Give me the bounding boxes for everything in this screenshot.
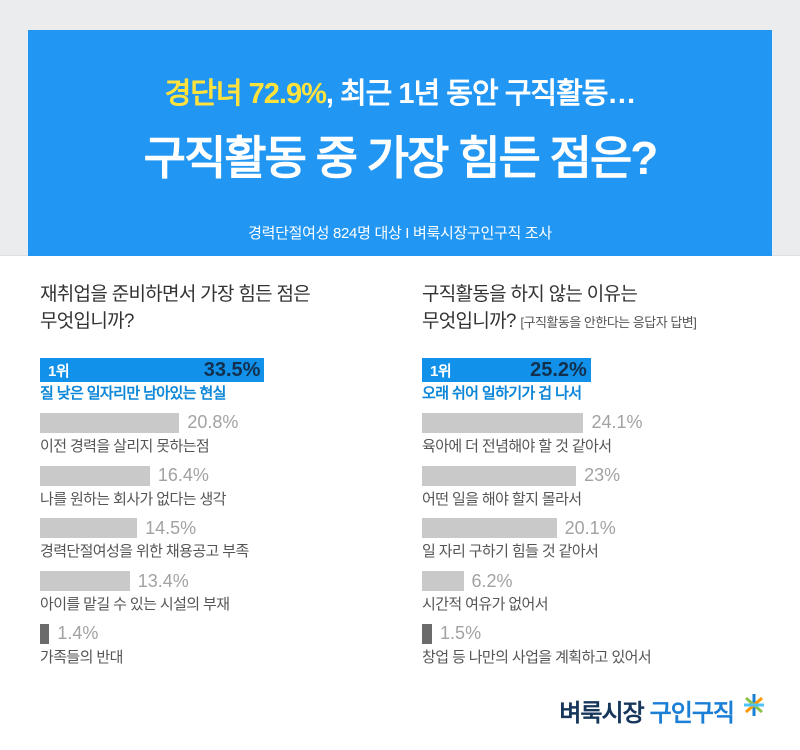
bar-label: 가족들의 반대	[40, 648, 123, 666]
bar-value: 33.5%	[203, 358, 261, 381]
logo-star-icon	[744, 694, 764, 716]
bar-value: 20.8%	[187, 412, 239, 433]
header-area: 경단녀 72.9%, 최근 1년 동안 구직활동… 구직활동 중 가장 힘든 점…	[0, 0, 800, 256]
question-right-line2: 무엇입니까?	[422, 310, 516, 332]
bar-label: 창업 등 나만의 사업을 계획하고 있어서	[422, 648, 652, 666]
bar-label: 어떤 일을 해야 할지 몰라서	[422, 490, 582, 508]
charts-area: 재취업을 준비하면서 가장 힘든 점은 무엇입니까? 1위 33.5% 질 낮은…	[0, 256, 800, 675]
rank-badge: 1위	[48, 362, 70, 380]
bar-label: 나를 원하는 회사가 없다는 생각	[40, 490, 226, 508]
chart-right: 구직활동을 하지 않는 이유는 무엇입니까? [구직활동을 안한다는 응답자 답…	[422, 282, 760, 675]
bar	[40, 465, 150, 486]
bar-label: 시간적 여유가 없어서	[422, 596, 549, 613]
bar-item: 16.4% 나를 원하는 회사가 없다는 생각	[40, 464, 378, 510]
bar-value: 25.2%	[530, 358, 587, 381]
bar-item: 20.8% 이전 경력을 살리지 못하는점	[40, 411, 378, 457]
page-title: 구직활동 중 가장 힘든 점은?	[143, 132, 659, 184]
bar-item: 23% 어떤 일을 해야 할지 몰라서	[422, 464, 760, 510]
bar-value: 13.4%	[137, 570, 189, 591]
bar-item: 1.5% 창업 등 나만의 사업을 계획하고 있어서	[422, 622, 760, 668]
question-right-note: [구직활동을 안한다는 응답자 답변]	[520, 314, 697, 330]
headline-highlight: 경단녀 72.9%	[164, 78, 327, 110]
bar-label: 일 자리 구하기 힘들 것 같아서	[422, 543, 599, 561]
bar	[40, 623, 50, 644]
question-right-line1: 구직활동을 하지 않는 이유는	[422, 284, 638, 305]
bar-item: 13.4% 아이를 맡길 수 있는 시설의 부재	[40, 569, 378, 615]
bar-item: 1위 25.2% 오래 쉬어 일하기가 겁 나서	[422, 358, 760, 404]
bar-rank1: 1위 33.5%	[40, 358, 265, 382]
bar-value: 20.1%	[564, 517, 616, 538]
question-title-left: 재취업을 준비하면서 가장 힘든 점은 무엇입니까?	[40, 282, 378, 338]
bar-value: 23%	[584, 465, 621, 485]
logo-brand: 벼룩시장	[559, 699, 644, 727]
bar-label: 이전 경력을 살리지 못하는점	[40, 437, 210, 455]
bar	[40, 518, 138, 539]
banner-subtitle: 경력단절여성 824명 대상 I 벼룩시장구인구직 조사	[248, 225, 552, 242]
bar	[422, 623, 433, 644]
headline-rest: , 최근 1년 동안 구직활동…	[325, 78, 637, 110]
bar-rank1: 1위 25.2%	[422, 358, 591, 382]
bar	[40, 571, 130, 591]
bar	[422, 571, 464, 591]
bar-item: 20.1% 일 자리 구하기 힘들 것 같아서	[422, 516, 760, 562]
banner: 경단녀 72.9%, 최근 1년 동안 구직활동… 구직활동 중 가장 힘든 점…	[28, 30, 772, 256]
question-title-right: 구직활동을 하지 않는 이유는 무엇입니까? [구직활동을 안한다는 응답자 답…	[422, 282, 760, 338]
bar	[40, 412, 180, 433]
bar-item: 1.4% 가족들의 반대	[40, 622, 378, 668]
bar-value: 6.2%	[471, 570, 513, 591]
bar-label: 질 낮은 일자리만 남아있는 현실	[40, 385, 226, 402]
bar-label: 오래 쉬어 일하기가 겁 나서	[422, 385, 582, 402]
bar-item: 1위 33.5% 질 낮은 일자리만 남아있는 현실	[40, 358, 378, 404]
bar-label: 경력단절여성을 위한 채용공고 부족	[40, 543, 249, 561]
logo: 벼룩시장 구인구직	[559, 693, 766, 728]
bar	[422, 465, 577, 486]
bar-item: 6.2% 시간적 여유가 없어서	[422, 569, 760, 615]
bar-value: 14.5%	[145, 517, 197, 538]
bar-label: 육아에 더 전념해야 할 것 같아서	[422, 437, 612, 455]
rank-badge: 1위	[430, 362, 452, 380]
bar-value: 16.4%	[157, 465, 209, 485]
bar	[422, 412, 584, 433]
bar-item: 24.1% 육아에 더 전념해야 할 것 같아서	[422, 411, 760, 457]
question-left-line2: 무엇입니까?	[40, 310, 134, 332]
bar-value: 24.1%	[591, 412, 643, 433]
footer: 벼룩시장 구인구직	[0, 675, 800, 728]
bar	[422, 518, 557, 539]
banner-headline: 경단녀 72.9%, 최근 1년 동안 구직활동…	[28, 70, 772, 112]
bar-value: 1.5%	[440, 623, 482, 644]
question-left-line1: 재취업을 준비하면서 가장 힘든 점은	[40, 284, 311, 305]
logo-brand-suffix: 구인구직	[649, 699, 735, 727]
bar-value: 1.4%	[57, 623, 99, 644]
bar-label: 아이를 맡길 수 있는 시설의 부재	[40, 596, 230, 613]
chart-left: 재취업을 준비하면서 가장 힘든 점은 무엇입니까? 1위 33.5% 질 낮은…	[40, 282, 378, 675]
bar-item: 14.5% 경력단절여성을 위한 채용공고 부족	[40, 516, 378, 562]
